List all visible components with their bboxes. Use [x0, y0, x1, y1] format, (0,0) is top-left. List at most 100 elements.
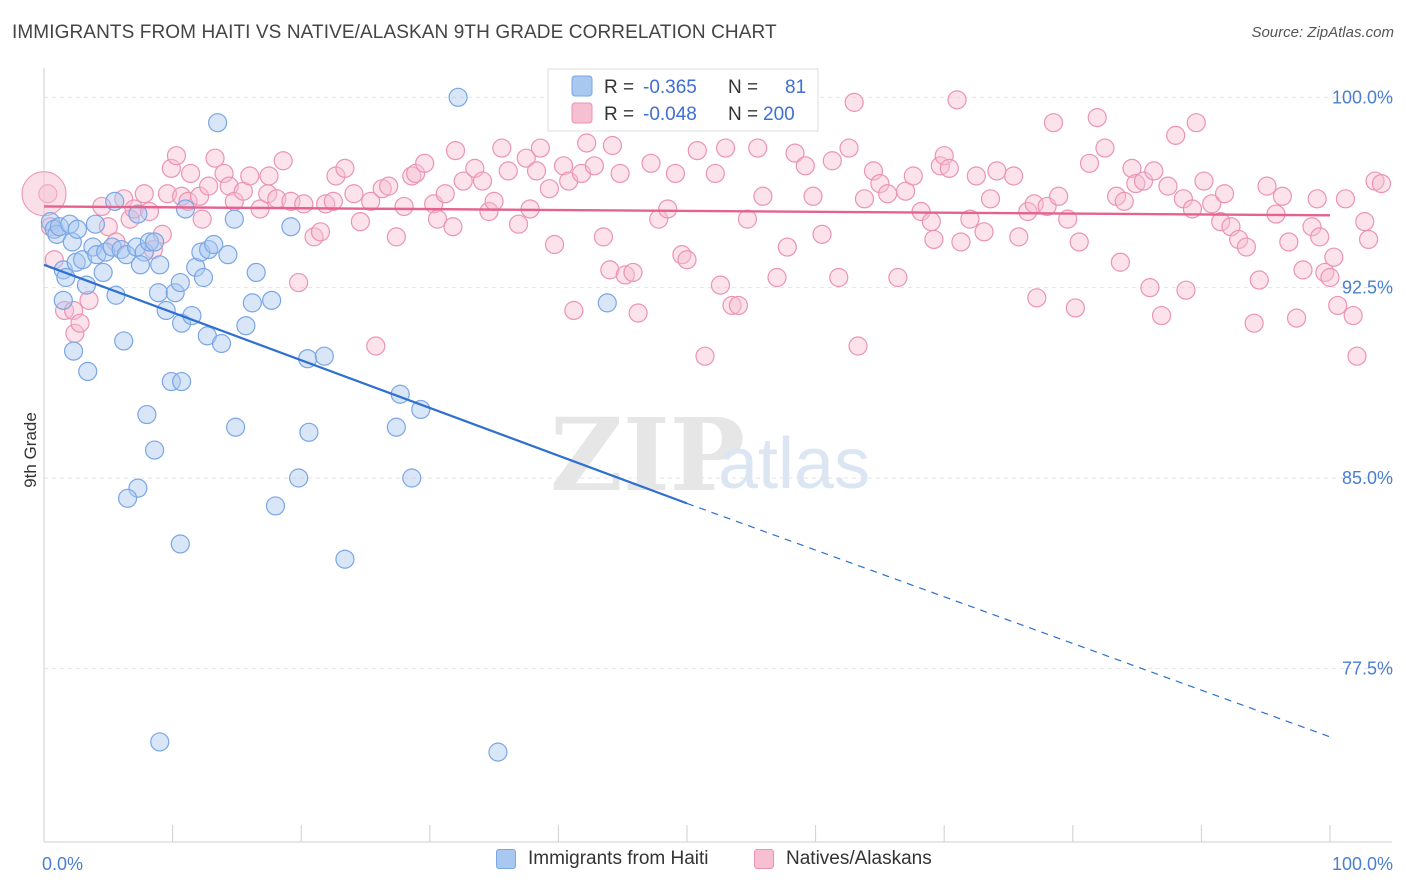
natives-point-150 — [1087, 108, 1107, 128]
natives-point-102 — [728, 295, 749, 316]
haiti-point-55 — [281, 217, 301, 237]
natives-point-136 — [980, 189, 1001, 209]
natives-point-44 — [323, 191, 343, 211]
natives-point-79 — [564, 300, 584, 321]
haiti-point-67 — [170, 534, 190, 554]
natives-point-193 — [1358, 229, 1379, 250]
natives-point-187 — [1324, 247, 1344, 267]
natives-point-133 — [960, 209, 980, 229]
natives-point-195 — [1371, 173, 1392, 194]
bottom-legend-swatch-pink — [754, 849, 774, 869]
haiti-point-32 — [148, 283, 169, 303]
natives-point-105 — [753, 186, 773, 206]
natives-point-120 — [870, 173, 890, 194]
natives-point-41 — [304, 227, 324, 247]
natives-point-49 — [361, 191, 381, 211]
haiti-point-39 — [175, 199, 196, 219]
natives-point-22 — [178, 191, 198, 211]
haiti-point-64 — [226, 417, 246, 437]
natives-point-32 — [240, 166, 260, 186]
x-tick-label-100: 100.0% — [1332, 854, 1393, 874]
natives-point-122 — [888, 267, 908, 288]
haiti-point-53 — [246, 262, 266, 283]
natives-point-88 — [623, 262, 643, 283]
natives-point-101 — [722, 295, 742, 316]
natives-point-19 — [161, 158, 181, 178]
haiti-point-72 — [411, 399, 431, 420]
watermark-zip: ZIP — [550, 396, 745, 514]
natives-point-35 — [259, 166, 279, 186]
natives-point-63 — [453, 171, 473, 191]
natives-point-69 — [498, 161, 518, 181]
natives-point-26 — [199, 176, 219, 196]
natives-point-173 — [1236, 237, 1257, 257]
bottom-legend-item-haiti: Immigrants from Haiti — [496, 848, 709, 870]
natives-point-191 — [1347, 346, 1367, 366]
haiti-point-18 — [93, 262, 113, 283]
legend-r-label-0: R = — [604, 77, 634, 98]
haiti-point-65 — [299, 422, 319, 442]
bottom-legend-swatch-blue — [496, 849, 516, 869]
natives-point-75 — [539, 179, 559, 199]
trend-line-haiti — [43, 263, 688, 505]
natives-point-25 — [192, 209, 212, 229]
natives-point-111 — [803, 186, 823, 206]
haiti-point-35 — [161, 371, 181, 392]
natives-point-119 — [863, 161, 884, 181]
natives-point-114 — [829, 267, 849, 288]
haiti-point-33 — [150, 255, 170, 275]
legend-r-value-1: -0.048 — [643, 104, 697, 125]
haiti-point-66 — [289, 468, 309, 488]
haiti-point-14 — [78, 361, 98, 382]
natives-point-7 — [79, 290, 99, 310]
natives-point-53 — [386, 227, 406, 247]
natives-point-29 — [219, 176, 239, 196]
haiti-point-11 — [72, 250, 93, 270]
natives-point-109 — [785, 143, 805, 163]
natives-point-37 — [273, 151, 293, 171]
natives-point-93 — [665, 163, 686, 184]
natives-point-160 — [1151, 305, 1172, 326]
series-immigrants-haiti — [40, 87, 617, 762]
natives-point-113 — [822, 151, 842, 171]
haiti-point-1 — [44, 219, 64, 239]
bottom-legend-label-natives: Natives/Alaskans — [786, 848, 932, 869]
natives-point-107 — [767, 267, 787, 288]
natives-point-61 — [443, 217, 463, 237]
natives-point-147 — [1065, 298, 1085, 318]
natives-point-155 — [1122, 158, 1142, 178]
natives-point-145 — [1049, 186, 1069, 206]
legend-n-value-1: 200 — [763, 104, 795, 125]
natives-point-140 — [1018, 201, 1038, 222]
natives-point-47 — [344, 184, 364, 204]
natives-point-50 — [366, 336, 386, 356]
haiti-point-54 — [262, 290, 282, 310]
haiti-point-47 — [208, 113, 228, 133]
haiti-point-31 — [144, 232, 165, 252]
natives-point-156 — [1126, 173, 1146, 194]
haiti-point-49 — [218, 245, 238, 265]
natives-point-170 — [1214, 184, 1235, 204]
natives-point-159 — [1144, 161, 1164, 181]
natives-point-66 — [479, 201, 499, 222]
natives-point-42 — [310, 222, 331, 242]
haiti-point-76 — [488, 742, 508, 762]
natives-point-large — [21, 171, 67, 217]
natives-point-158 — [1140, 278, 1160, 298]
haiti-point-58 — [137, 404, 157, 425]
natives-point-4 — [63, 300, 84, 321]
natives-point-176 — [1257, 176, 1277, 196]
trend-line-natives — [43, 205, 1331, 217]
natives-point-144 — [1043, 113, 1064, 133]
natives-point-84 — [600, 260, 620, 280]
natives-point-23 — [181, 163, 201, 184]
y-tick-label-1: 92.5% — [1342, 278, 1393, 298]
natives-point-179 — [1279, 232, 1299, 252]
haiti-point-12 — [76, 275, 97, 295]
natives-point-60 — [435, 184, 455, 204]
natives-point-52 — [379, 176, 399, 196]
legend-frame — [547, 68, 819, 132]
natives-point-39 — [289, 272, 309, 293]
natives-point-180 — [1286, 308, 1307, 328]
